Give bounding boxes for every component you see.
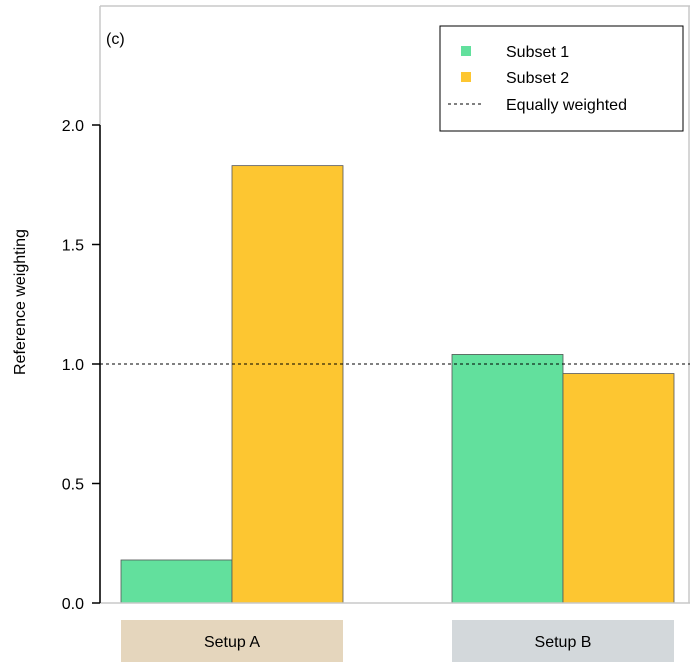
y-tick-label: 0.0 (62, 596, 84, 613)
y-axis-label: Reference weighting (12, 229, 29, 375)
category-box (121, 620, 343, 662)
bar-setup-a-subset-1 (120, 559, 233, 604)
y-tick-label: 1.5 (62, 238, 84, 255)
legend-label: Subset 2 (506, 70, 569, 87)
legend-label: Equally weighted (506, 97, 627, 114)
x-category-boxes: Setup A Setup B (121, 620, 674, 662)
bars-group (100, 165, 690, 604)
x-tick-label: Setup B (535, 634, 592, 651)
y-tick-label: 2.0 (62, 118, 84, 135)
x-tick-label: Setup A (204, 634, 260, 651)
legend-swatch-subset-1 (461, 46, 471, 56)
legend: Subset 1 Subset 2 Equally weighted (439, 25, 684, 132)
bar-setup-a-subset-2 (231, 165, 344, 604)
bar-setup-b-subset-1 (451, 354, 564, 604)
legend-swatch-subset-2 (461, 72, 471, 82)
panel-label: (c) (106, 31, 125, 48)
y-tick-label: 1.0 (62, 357, 84, 374)
category-box (452, 620, 674, 662)
bar-setup-b-subset-2 (562, 373, 675, 604)
legend-label: Subset 1 (506, 44, 569, 61)
y-tick-label: 0.5 (62, 477, 84, 494)
y-axis: 0.0 0.5 1.0 1.5 2.0 (62, 118, 101, 613)
legend-box (439, 25, 684, 132)
